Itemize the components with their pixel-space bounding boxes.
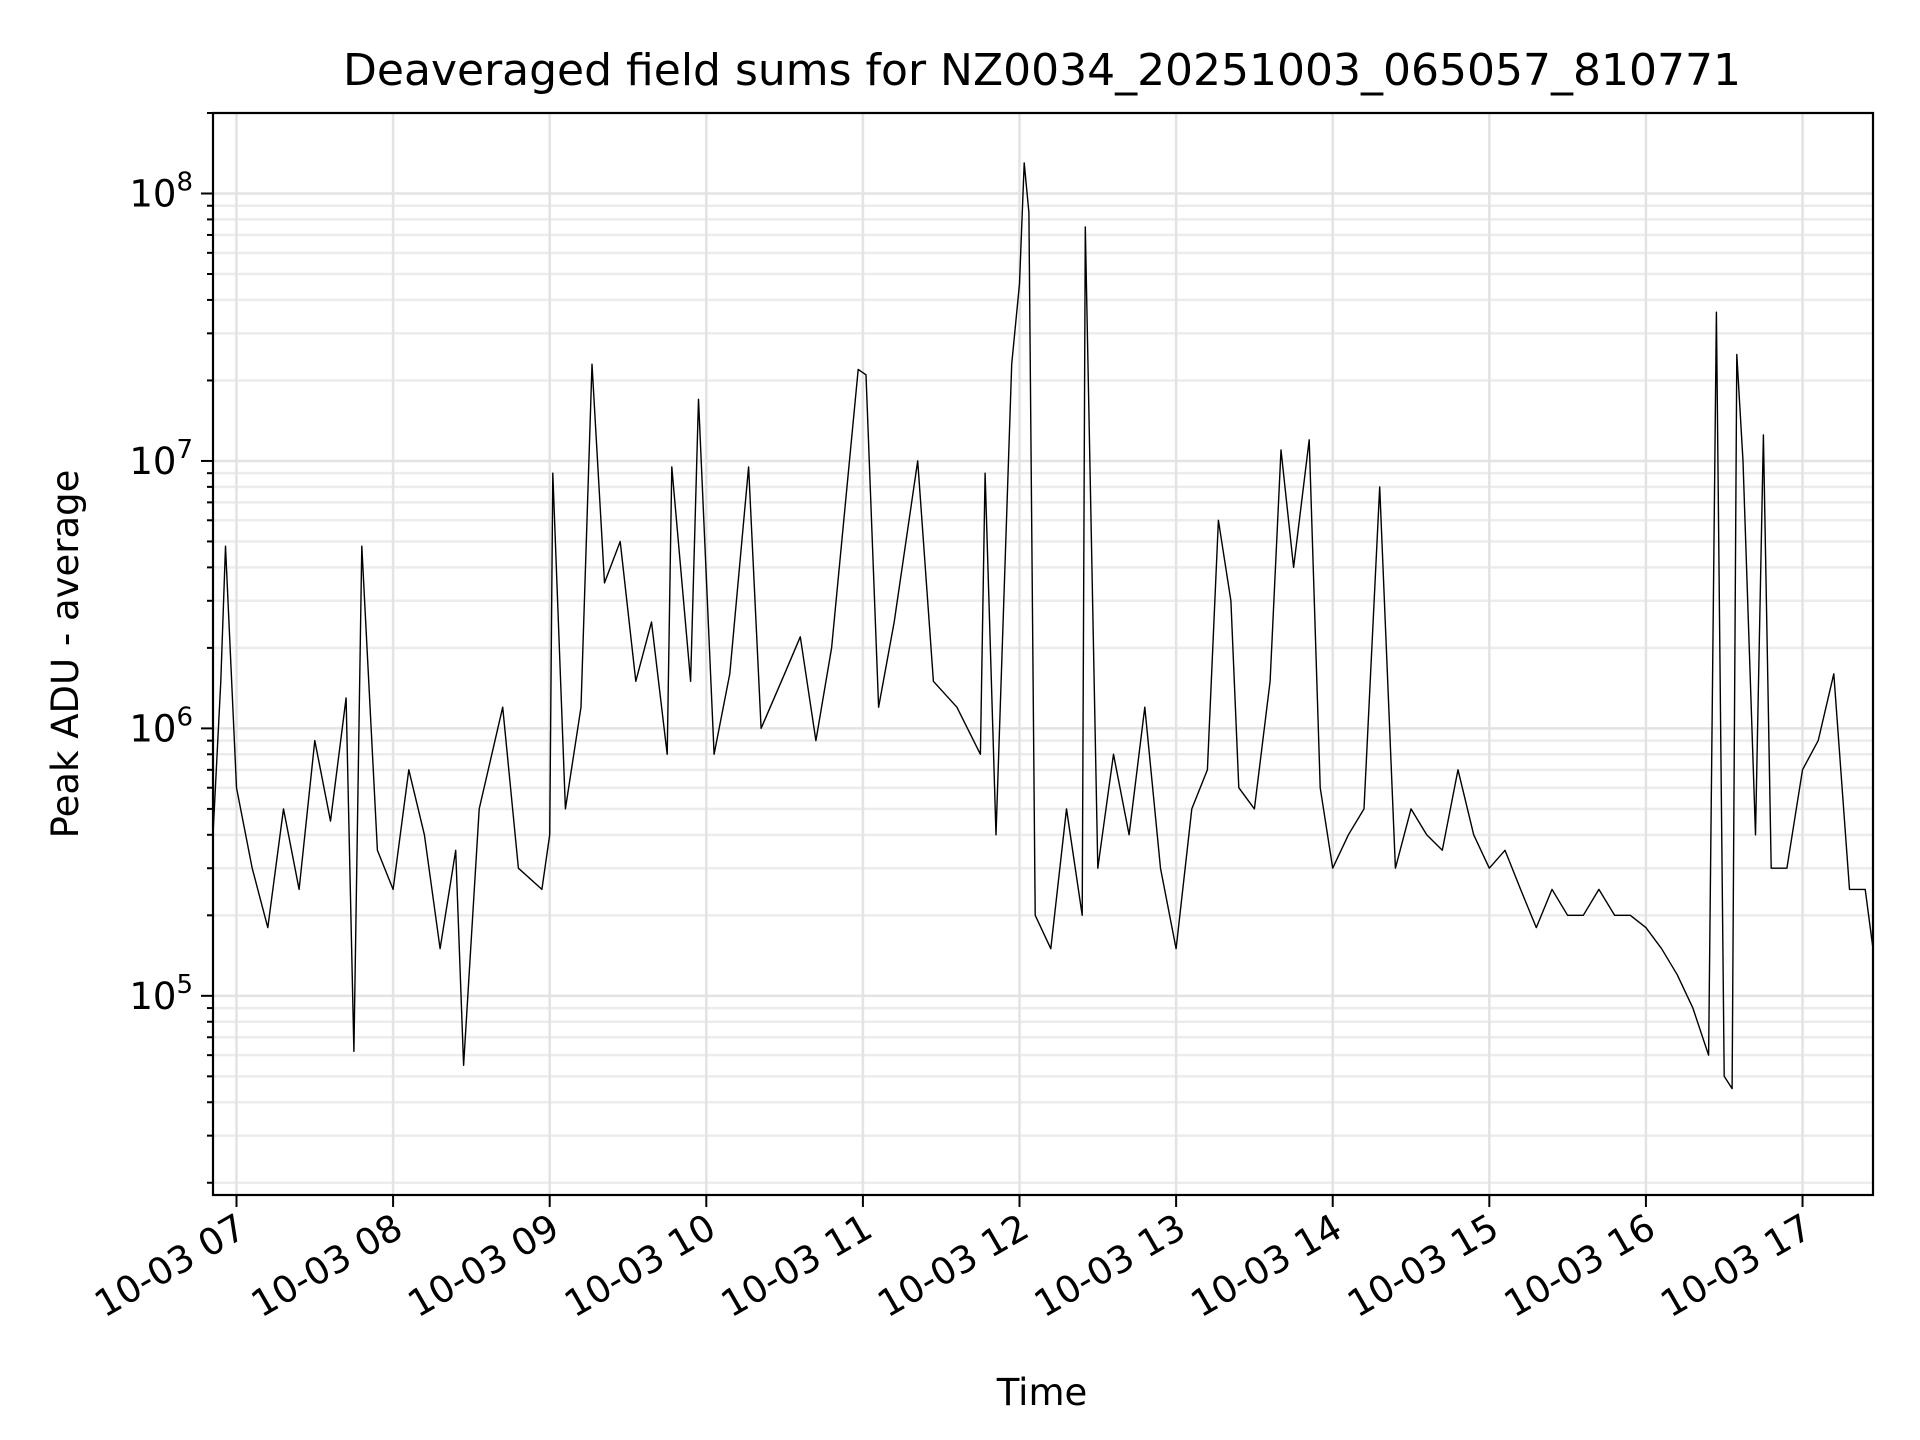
y-tick-label: 107 bbox=[129, 435, 193, 483]
grid bbox=[213, 111, 1873, 1195]
y-axis-label: Peak ADU - average bbox=[44, 470, 87, 839]
plot-frame bbox=[211, 111, 1875, 1197]
y-tick-label: 108 bbox=[129, 168, 193, 216]
chart-title: Deaveraged field sums for NZ0034_2025100… bbox=[343, 45, 1741, 96]
y-tick-label: 105 bbox=[129, 970, 193, 1018]
y-tick-label: 106 bbox=[129, 702, 193, 750]
series-line bbox=[212, 162, 1874, 1090]
x-axis-label: Time bbox=[996, 1371, 1088, 1414]
y-axis: 105 106 107 108 bbox=[129, 112, 213, 1184]
